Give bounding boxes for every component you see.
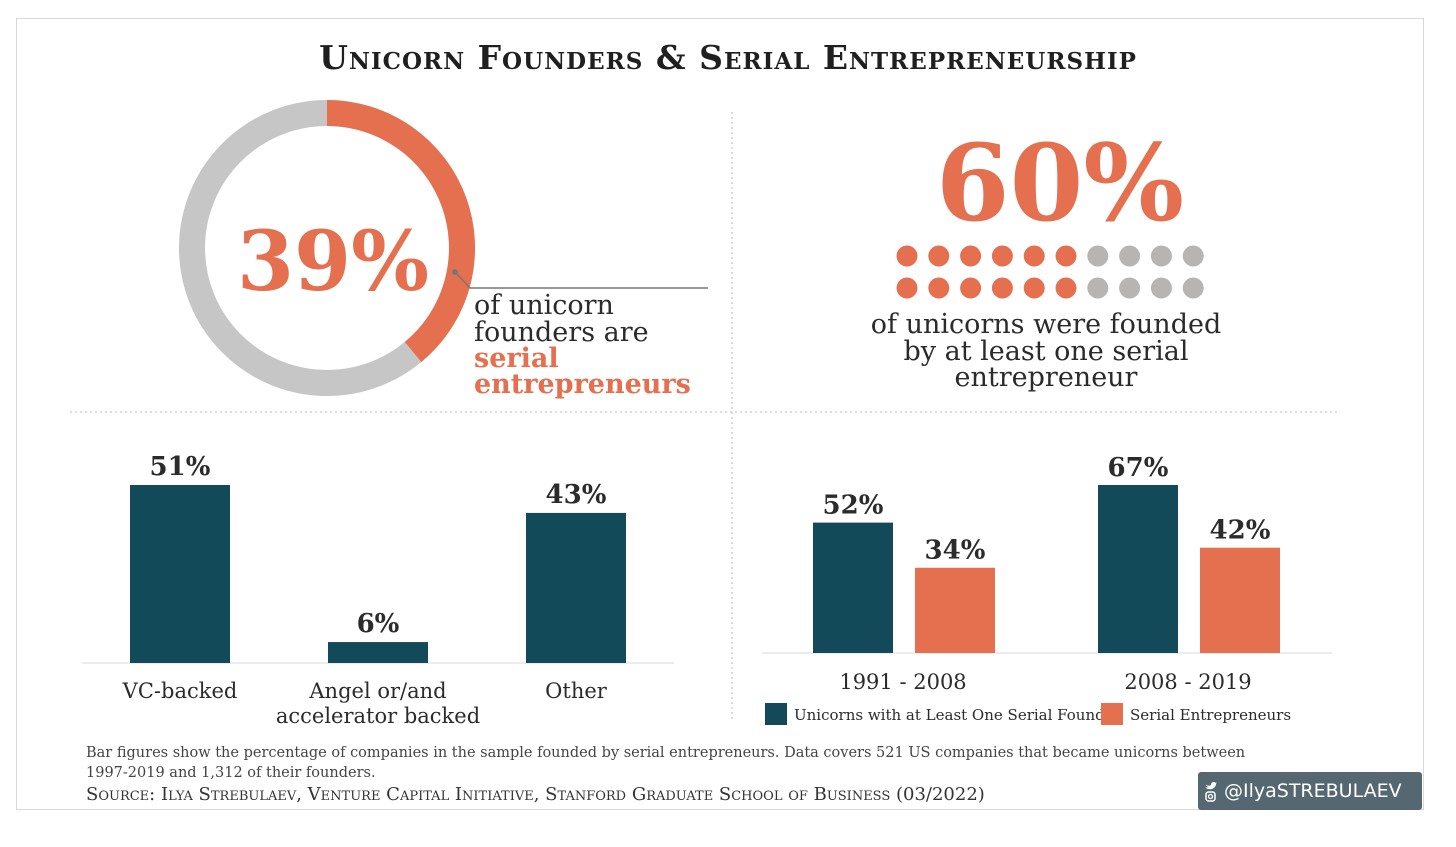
pictogram-dot (1055, 245, 1077, 267)
footnote: Bar figures show the percentage of compa… (86, 745, 1246, 781)
pictogram-dot (960, 245, 982, 267)
pictogram-dot (1182, 245, 1204, 267)
legend-label-serial-founder: Unicorns with at Least One Serial Founde… (794, 706, 1122, 724)
source-credit: Source: Ilya Strebulaev, Venture Capital… (86, 784, 985, 805)
bar (1200, 547, 1280, 653)
pictogram-dot (1182, 277, 1204, 299)
pictogram-dot (928, 245, 950, 267)
twitter-icon (1204, 780, 1218, 802)
donut-caption-highlight-1: serial (474, 343, 559, 374)
pictogram-dot (1055, 277, 1077, 299)
pictogram-dot (896, 277, 918, 299)
instagram-lens (1207, 793, 1214, 800)
pictogram-caption-line-2: by at least one serial (904, 336, 1189, 367)
pictogram-dot (896, 245, 918, 267)
category-label: Angel or/and (308, 679, 446, 703)
bar-value-label: 6% (357, 609, 400, 639)
period-bar-chart: Unicorns with at Least One Serial Founde… (762, 453, 1332, 725)
pictogram-value-label: 60% (936, 120, 1184, 245)
pictogram-chart: 60% of unicorns were founded by at least… (871, 120, 1222, 393)
page-title: Unicorn Founders & Serial Entrepreneursh… (319, 38, 1137, 77)
pictogram-dot (991, 277, 1013, 299)
frame-border (16, 18, 1424, 810)
donut-caption-highlight-2: entrepreneurs (474, 369, 691, 400)
bar (1098, 485, 1178, 653)
social-handle-text: @IlyaSTREBULAEV (1224, 780, 1402, 802)
category-label: 1991 - 2008 (839, 670, 966, 694)
bar (813, 522, 893, 653)
bar (130, 485, 230, 663)
pictogram-dot (928, 277, 950, 299)
legend-label-serial-entrepreneurs: Serial Entrepreneurs (1130, 706, 1291, 724)
pictogram-dot (1023, 245, 1045, 267)
leader-line (454, 271, 708, 289)
pictogram-dot (1023, 277, 1045, 299)
donut-caption-line-1: of unicorn (474, 290, 614, 321)
donut-value-label: 39% (237, 214, 429, 310)
bar (915, 567, 995, 653)
bar (526, 512, 626, 663)
category-label: Other (545, 679, 608, 703)
pictogram-dot (991, 245, 1013, 267)
bar-value-label: 43% (546, 480, 607, 510)
bar-value-label: 34% (925, 536, 986, 566)
pictogram-dot (1150, 245, 1172, 267)
pictogram-dots (896, 245, 1204, 299)
pictogram-caption-line-3: entrepreneur (955, 362, 1138, 393)
bar-value-label: 67% (1108, 453, 1169, 483)
pictogram-dot (1150, 277, 1172, 299)
pictogram-dot (1119, 245, 1141, 267)
pictogram-caption-line-1: of unicorns were founded (871, 309, 1222, 340)
bar-value-label: 52% (823, 491, 884, 521)
donut-caption-line-2: founders are (474, 317, 649, 348)
donut-chart: 39% of unicorn founders are serial entre… (179, 100, 708, 400)
legend-swatch-serial-founder (765, 703, 787, 725)
bar-value-label: 42% (1210, 516, 1271, 546)
pictogram-dot (1119, 277, 1141, 299)
twitter-bird-shape (1205, 781, 1217, 790)
bar (328, 642, 428, 663)
pictogram-dot (960, 277, 982, 299)
pictogram-dot (1087, 245, 1109, 267)
category-label: accelerator backed (276, 704, 480, 728)
category-label: VC-backed (122, 679, 238, 703)
donut-serial-slice (326, 100, 475, 363)
social-handle-badge[interactable]: @IlyaSTREBULAEV (1198, 772, 1422, 810)
category-label: 2008 - 2019 (1124, 670, 1251, 694)
pictogram-dot (1087, 277, 1109, 299)
legend-swatch-serial-entrepreneurs (1101, 703, 1123, 725)
instagram-icon (1205, 791, 1216, 802)
bar-value-label: 51% (150, 452, 211, 482)
